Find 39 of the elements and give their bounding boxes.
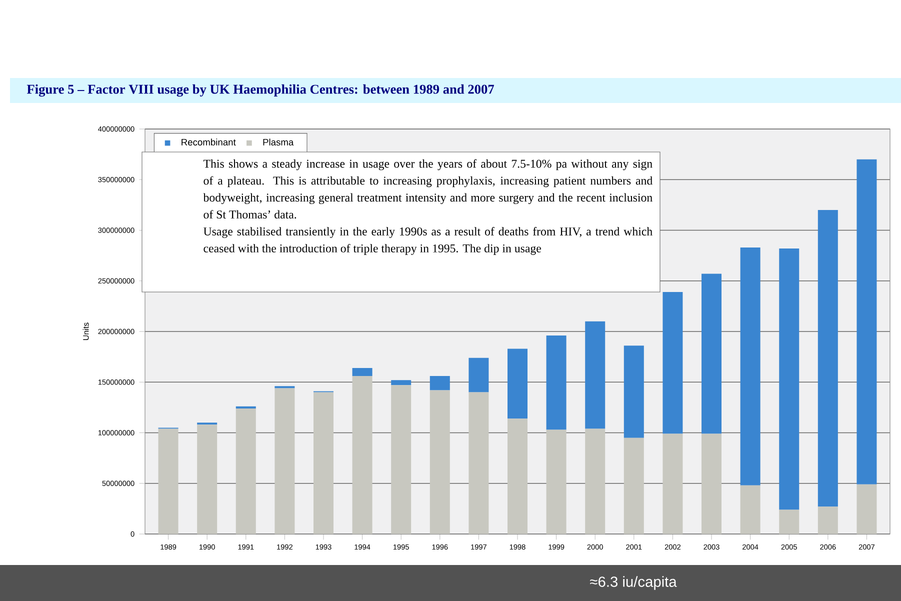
bar — [779, 510, 800, 534]
bar — [740, 485, 760, 534]
bar — [662, 292, 683, 434]
bar — [391, 380, 412, 386]
bar — [391, 385, 412, 534]
bar — [662, 434, 683, 534]
bar — [274, 388, 295, 534]
bar — [856, 484, 877, 534]
bar — [352, 376, 372, 534]
bar — [508, 418, 528, 534]
legend-label: Recombinant — [182, 138, 236, 146]
bar — [352, 368, 372, 376]
legend-label: Plasma — [263, 138, 294, 146]
bar — [779, 248, 800, 510]
bar — [818, 506, 838, 534]
y-axis-title: Units — [82, 322, 89, 340]
bar — [236, 408, 256, 534]
bar — [818, 210, 838, 507]
bar — [546, 336, 566, 430]
bar — [430, 390, 450, 534]
bar — [546, 430, 566, 534]
bar — [585, 428, 606, 534]
bar — [585, 321, 606, 429]
text: ≈6.3 iu/capita — [590, 576, 677, 590]
bar — [197, 424, 218, 534]
chart-title: Figure 5 – Factor VIII usage by UK Haemophilia Centres: between 1989 and 2007 — [26, 84, 494, 97]
bar — [158, 428, 178, 534]
bar — [702, 434, 722, 534]
bar — [856, 159, 877, 484]
bar — [468, 392, 489, 534]
bar — [740, 247, 760, 486]
bar — [313, 392, 334, 534]
bar — [430, 376, 450, 390]
bar — [508, 348, 528, 419]
bar — [702, 274, 722, 434]
bar — [624, 346, 644, 438]
bar — [468, 358, 489, 392]
bar — [624, 438, 644, 534]
annotation: This shows a steady increase in usage over the years of about 7.5-10% pa without any sign of a plateau. This is attributable to increasing prophylaxis, increasing patient numbers and bodyweight, increasing general treatment intensity and more surgery and the recent inclusion of St Thomas’ data. Usage stabilised transiently in the early 1990s as a result of deaths from HIV, a trend which ceased with the introduction of triple therapy in 1995. The dip in usage — [203, 159, 653, 255]
